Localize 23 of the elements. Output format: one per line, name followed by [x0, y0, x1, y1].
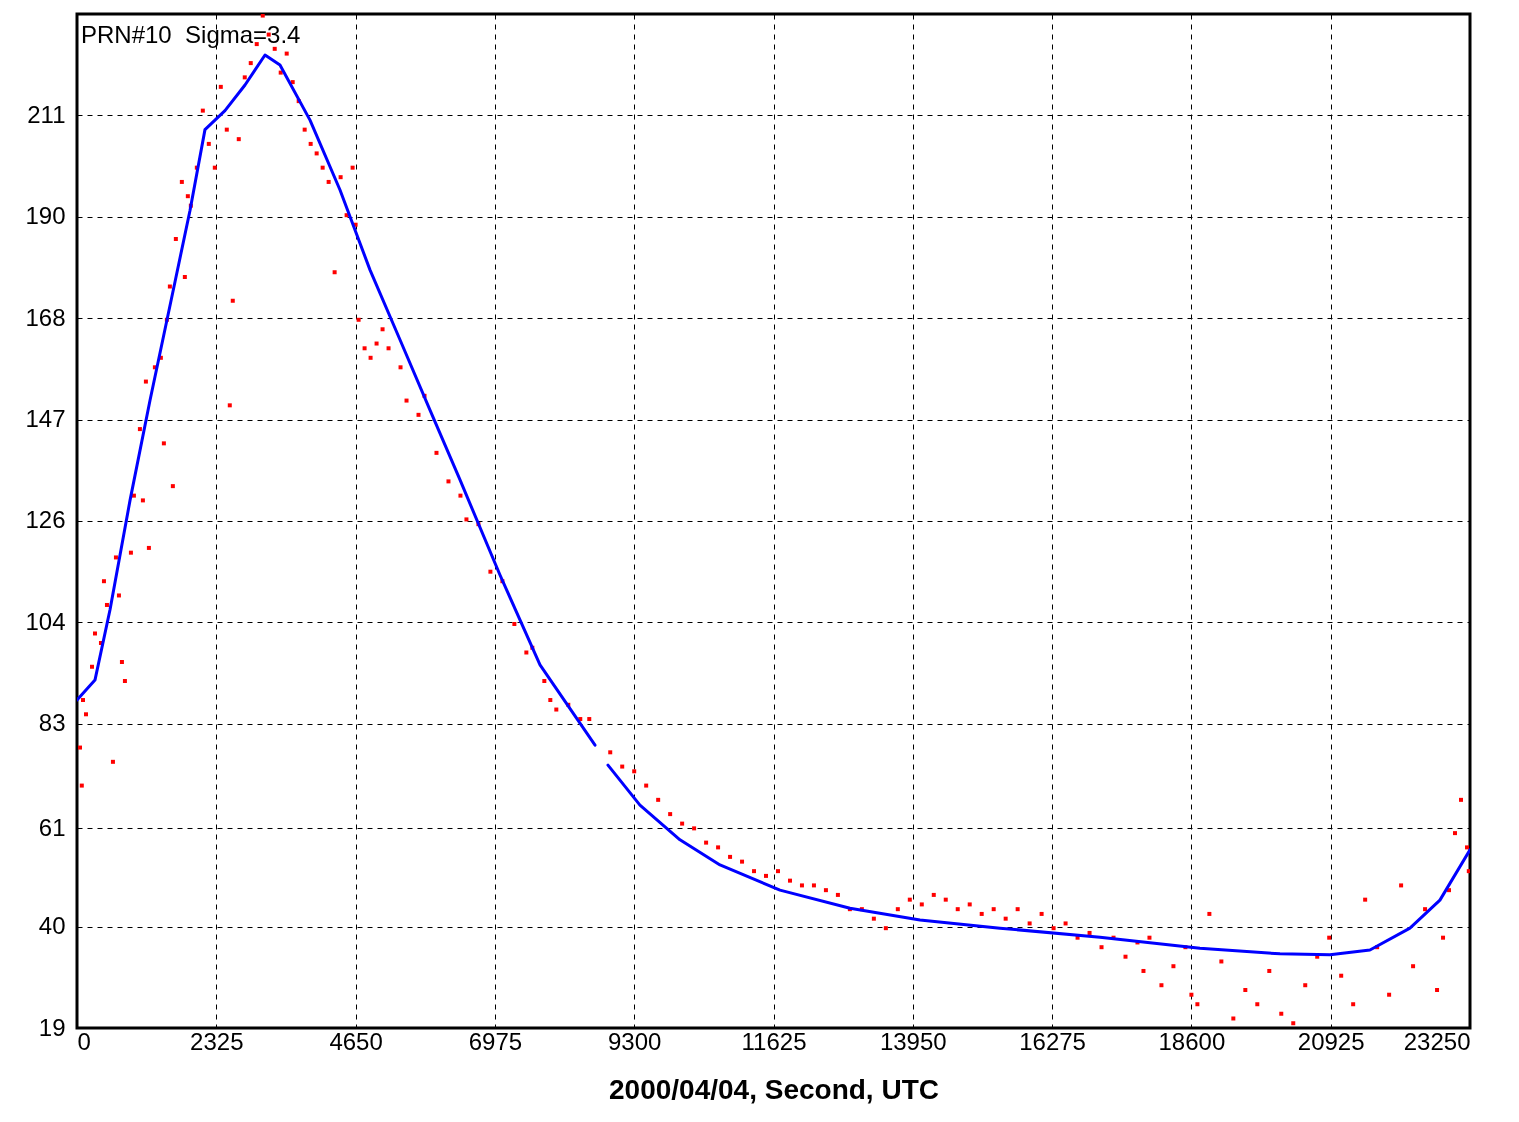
y-tick-label: 211: [27, 100, 66, 128]
y-tick-label: 190: [25, 202, 66, 230]
y-tick-label: 104: [25, 607, 66, 635]
x-tick-label: 11625: [741, 1027, 807, 1055]
y-tick-label: 83: [38, 709, 66, 737]
x-axis-title: 2000/04/04, Second, UTC: [609, 1073, 939, 1105]
x-tick-label: 18600: [1158, 1027, 1226, 1055]
y-tick-label: 40: [38, 912, 66, 940]
y-tick-label: 168: [25, 303, 66, 331]
x-tick-label: 13950: [879, 1027, 947, 1055]
x-tick-label: 9300: [608, 1027, 662, 1055]
y-tick-label: 61: [38, 813, 66, 841]
x-tick-label: 16275: [1019, 1027, 1086, 1055]
y-tick-label: 126: [25, 506, 66, 534]
annotation: PRN#10 Sigma=3.4: [81, 21, 301, 48]
x-tick-label: 0: [77, 1027, 91, 1055]
y-tick-label: 147: [25, 405, 66, 433]
x-tick-label: 6975: [468, 1027, 523, 1055]
x-tick-label: 4650: [329, 1027, 383, 1055]
x-tick-label: 23250: [1403, 1027, 1471, 1055]
x-tick-label: 20925: [1297, 1027, 1365, 1055]
y-tick-label: 19: [38, 1013, 66, 1041]
x-tick-label: 2325: [190, 1027, 244, 1055]
